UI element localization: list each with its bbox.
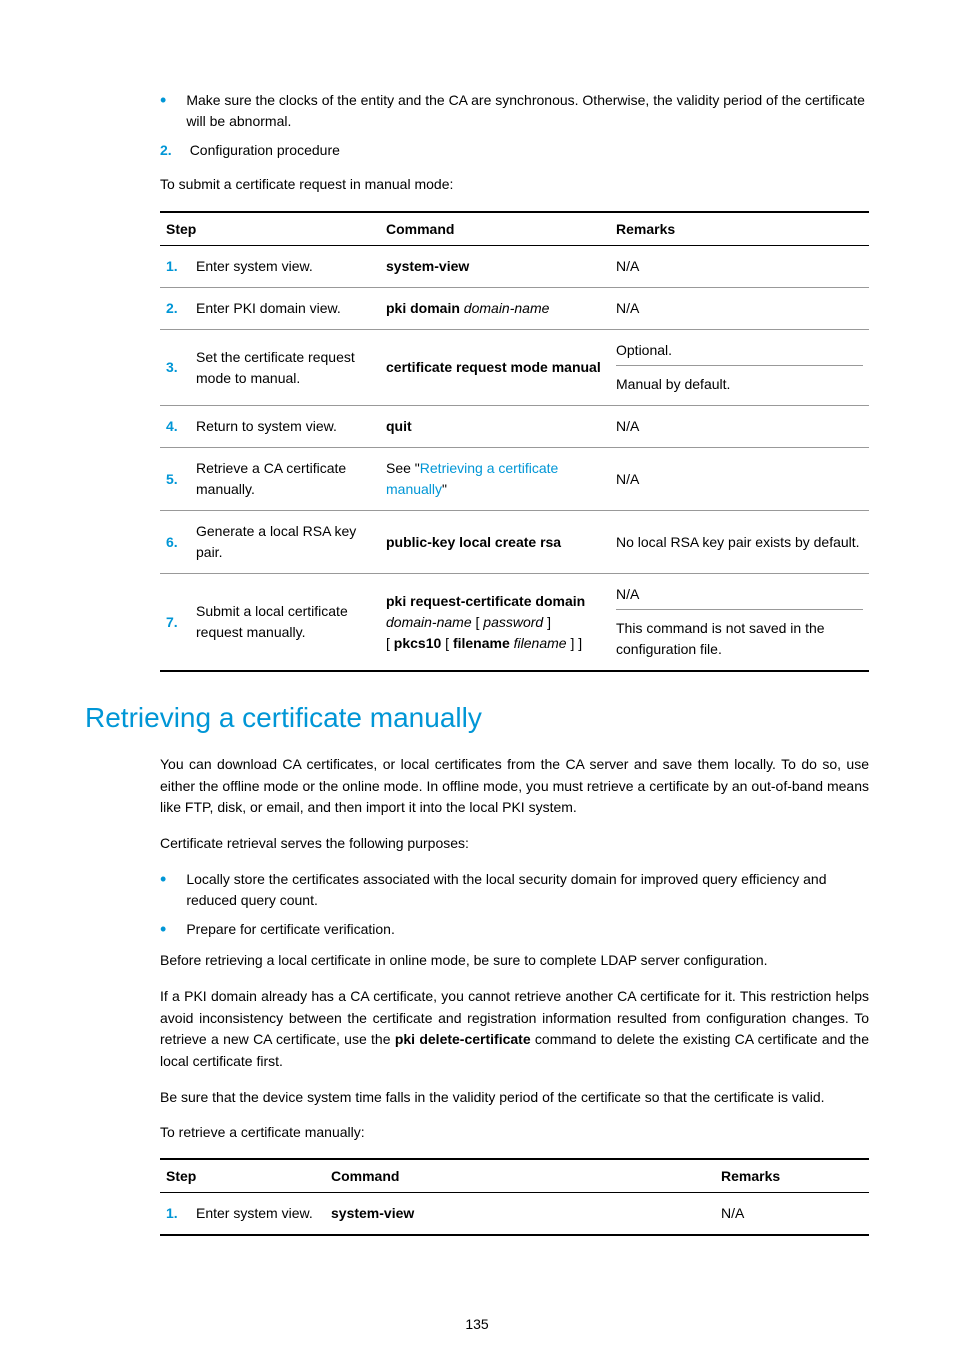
cell-remarks: N/A: [715, 1193, 869, 1236]
cell-step-num: 7.: [160, 574, 190, 672]
cell-desc: Generate a local RSA key pair.: [190, 511, 380, 574]
paragraph: You can download CA certificates, or loc…: [160, 754, 869, 819]
paragraph: Certificate retrieval serves the followi…: [160, 833, 869, 855]
cell-desc: Enter PKI domain view.: [190, 288, 380, 330]
numbered-item: 2. Configuration procedure: [160, 142, 869, 158]
cell-step-num: 6.: [160, 511, 190, 574]
cell-desc: Return to system view.: [190, 406, 380, 448]
cell-remarks: N/A: [610, 448, 869, 511]
th-command: Command: [325, 1159, 715, 1193]
cell-step-num: 5.: [160, 448, 190, 511]
cell-desc: Enter system view.: [190, 246, 380, 288]
bullet-marker-icon: •: [160, 869, 166, 911]
cell-command: system-view: [380, 246, 610, 288]
table-row: 4. Return to system view. quit N/A: [160, 406, 869, 448]
paragraph-pki-delete: If a PKI domain already has a CA certifi…: [160, 986, 869, 1073]
bullet-text: Locally store the certificates associate…: [186, 869, 869, 911]
cell-remarks: No local RSA key pair exists by default.: [610, 511, 869, 574]
table-row: 2. Enter PKI domain view. pki domain dom…: [160, 288, 869, 330]
content-area-2: You can download CA certificates, or loc…: [160, 754, 869, 1236]
section-heading-retrieving: Retrieving a certificate manually: [85, 702, 869, 734]
cell-remarks: N/A: [610, 406, 869, 448]
cell-command: See "Retrieving a certificate manually": [380, 448, 610, 511]
paragraph: To retrieve a certificate manually:: [160, 1122, 869, 1144]
table-retrieve-certificate: Step Command Remarks 1. Enter system vie…: [160, 1158, 869, 1236]
th-step: Step: [160, 1159, 325, 1193]
cell-command: certificate request mode manual: [380, 330, 610, 406]
cell-desc: Enter system view.: [190, 1193, 325, 1236]
cell-desc: Submit a local certificate request manua…: [190, 574, 380, 672]
bullet-marker-icon: •: [160, 919, 166, 941]
th-remarks: Remarks: [715, 1159, 869, 1193]
intro-paragraph: To submit a certificate request in manua…: [160, 174, 869, 195]
bullet-item: • Prepare for certificate verification.: [160, 919, 869, 941]
cell-command: system-view: [325, 1193, 715, 1236]
table-row: 1. Enter system view. system-view N/A: [160, 246, 869, 288]
table-certificate-request: Step Command Remarks 1. Enter system vie…: [160, 211, 869, 672]
bullet-text: Prepare for certificate verification.: [186, 919, 869, 941]
cell-remarks: N/A This command is not saved in the con…: [610, 574, 869, 672]
cell-command: pki request-certificate domain domain-na…: [380, 574, 610, 672]
cell-desc: Set the certificate request mode to manu…: [190, 330, 380, 406]
cell-remarks: N/A: [610, 246, 869, 288]
cell-step-num: 1.: [160, 1193, 190, 1236]
th-remarks: Remarks: [610, 212, 869, 246]
bullet-item: • Make sure the clocks of the entity and…: [160, 90, 869, 132]
table-row: 7. Submit a local certificate request ma…: [160, 574, 869, 672]
th-command: Command: [380, 212, 610, 246]
cell-command: public-key local create rsa: [380, 511, 610, 574]
paragraph: Before retrieving a local certificate in…: [160, 950, 869, 972]
bullet-item: • Locally store the certificates associa…: [160, 869, 869, 911]
cell-step-num: 2.: [160, 288, 190, 330]
paragraph: Be sure that the device system time fall…: [160, 1087, 869, 1109]
cell-desc: Retrieve a CA certificate manually.: [190, 448, 380, 511]
cell-command: quit: [380, 406, 610, 448]
cell-step-num: 4.: [160, 406, 190, 448]
cell-remarks: N/A: [610, 288, 869, 330]
cell-step-num: 3.: [160, 330, 190, 406]
table-row: 3. Set the certificate request mode to m…: [160, 330, 869, 406]
table-row: 5. Retrieve a CA certificate manually. S…: [160, 448, 869, 511]
th-step: Step: [160, 212, 380, 246]
content-area: • Make sure the clocks of the entity and…: [160, 90, 869, 672]
numbered-marker: 2.: [160, 142, 172, 158]
table-header-row: Step Command Remarks: [160, 212, 869, 246]
cell-command: pki domain domain-name: [380, 288, 610, 330]
cell-step-num: 1.: [160, 246, 190, 288]
table-header-row: Step Command Remarks: [160, 1159, 869, 1193]
table-row: 6. Generate a local RSA key pair. public…: [160, 511, 869, 574]
cell-remarks: Optional. Manual by default.: [610, 330, 869, 406]
table-row: 1. Enter system view. system-view N/A: [160, 1193, 869, 1236]
bullet-text: Make sure the clocks of the entity and t…: [186, 90, 869, 132]
page-number: 135: [85, 1316, 869, 1332]
bullet-marker-icon: •: [160, 90, 166, 132]
numbered-text: Configuration procedure: [190, 142, 340, 158]
